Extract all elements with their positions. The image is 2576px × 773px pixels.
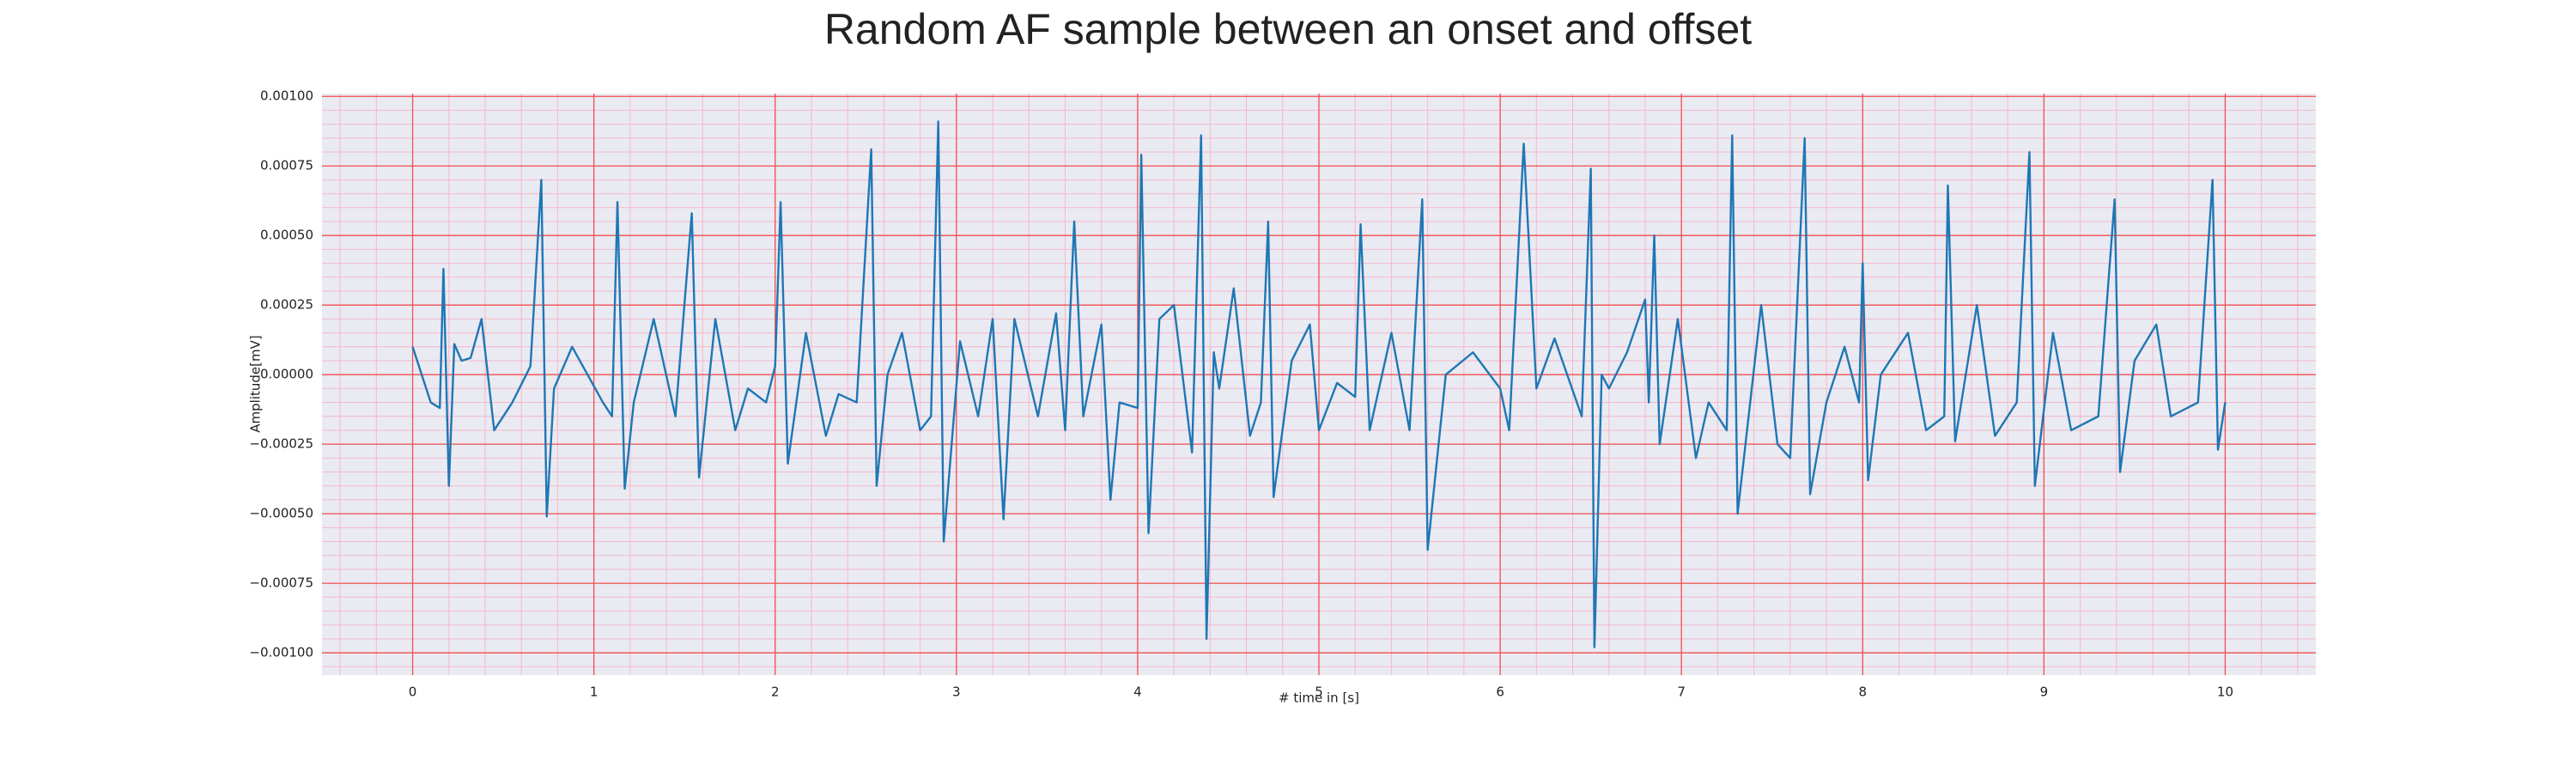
y-axis-label: Amplitude[mV] (248, 335, 264, 432)
x-tick-label: 3 (952, 685, 961, 700)
x-tick-label: 7 (1677, 685, 1686, 700)
line-series (411, 120, 2227, 648)
x-tick-label: 1 (590, 685, 598, 700)
y-tick-label: 0.00025 (260, 297, 313, 313)
chart-title: Random AF sample between an onset and of… (824, 5, 1752, 53)
x-tick-label: 6 (1496, 685, 1504, 700)
y-tick-label: −0.00025 (249, 436, 313, 452)
y-tick-label: 0.00050 (260, 228, 313, 243)
y-tick-label: 0.00100 (260, 88, 313, 104)
x-tick-label: 10 (2217, 685, 2233, 700)
y-tick-label: −0.00075 (249, 575, 313, 591)
x-tick-label: 9 (2040, 685, 2049, 700)
x-tick-label: 4 (1133, 685, 1142, 700)
x-tick-label: 0 (409, 685, 417, 700)
x-tick-label: 5 (1315, 685, 1323, 700)
x-axis-label: # time in [s] (1279, 691, 1359, 706)
y-tick-label: 0.00000 (260, 367, 313, 382)
grid (322, 94, 2316, 675)
y-tick-label: −0.00100 (249, 645, 313, 660)
x-tick-label: 2 (771, 685, 780, 700)
x-tick-label: 8 (1858, 685, 1867, 700)
y-tick-label: 0.00075 (260, 158, 313, 173)
y-tick-label: −0.00050 (249, 506, 313, 521)
